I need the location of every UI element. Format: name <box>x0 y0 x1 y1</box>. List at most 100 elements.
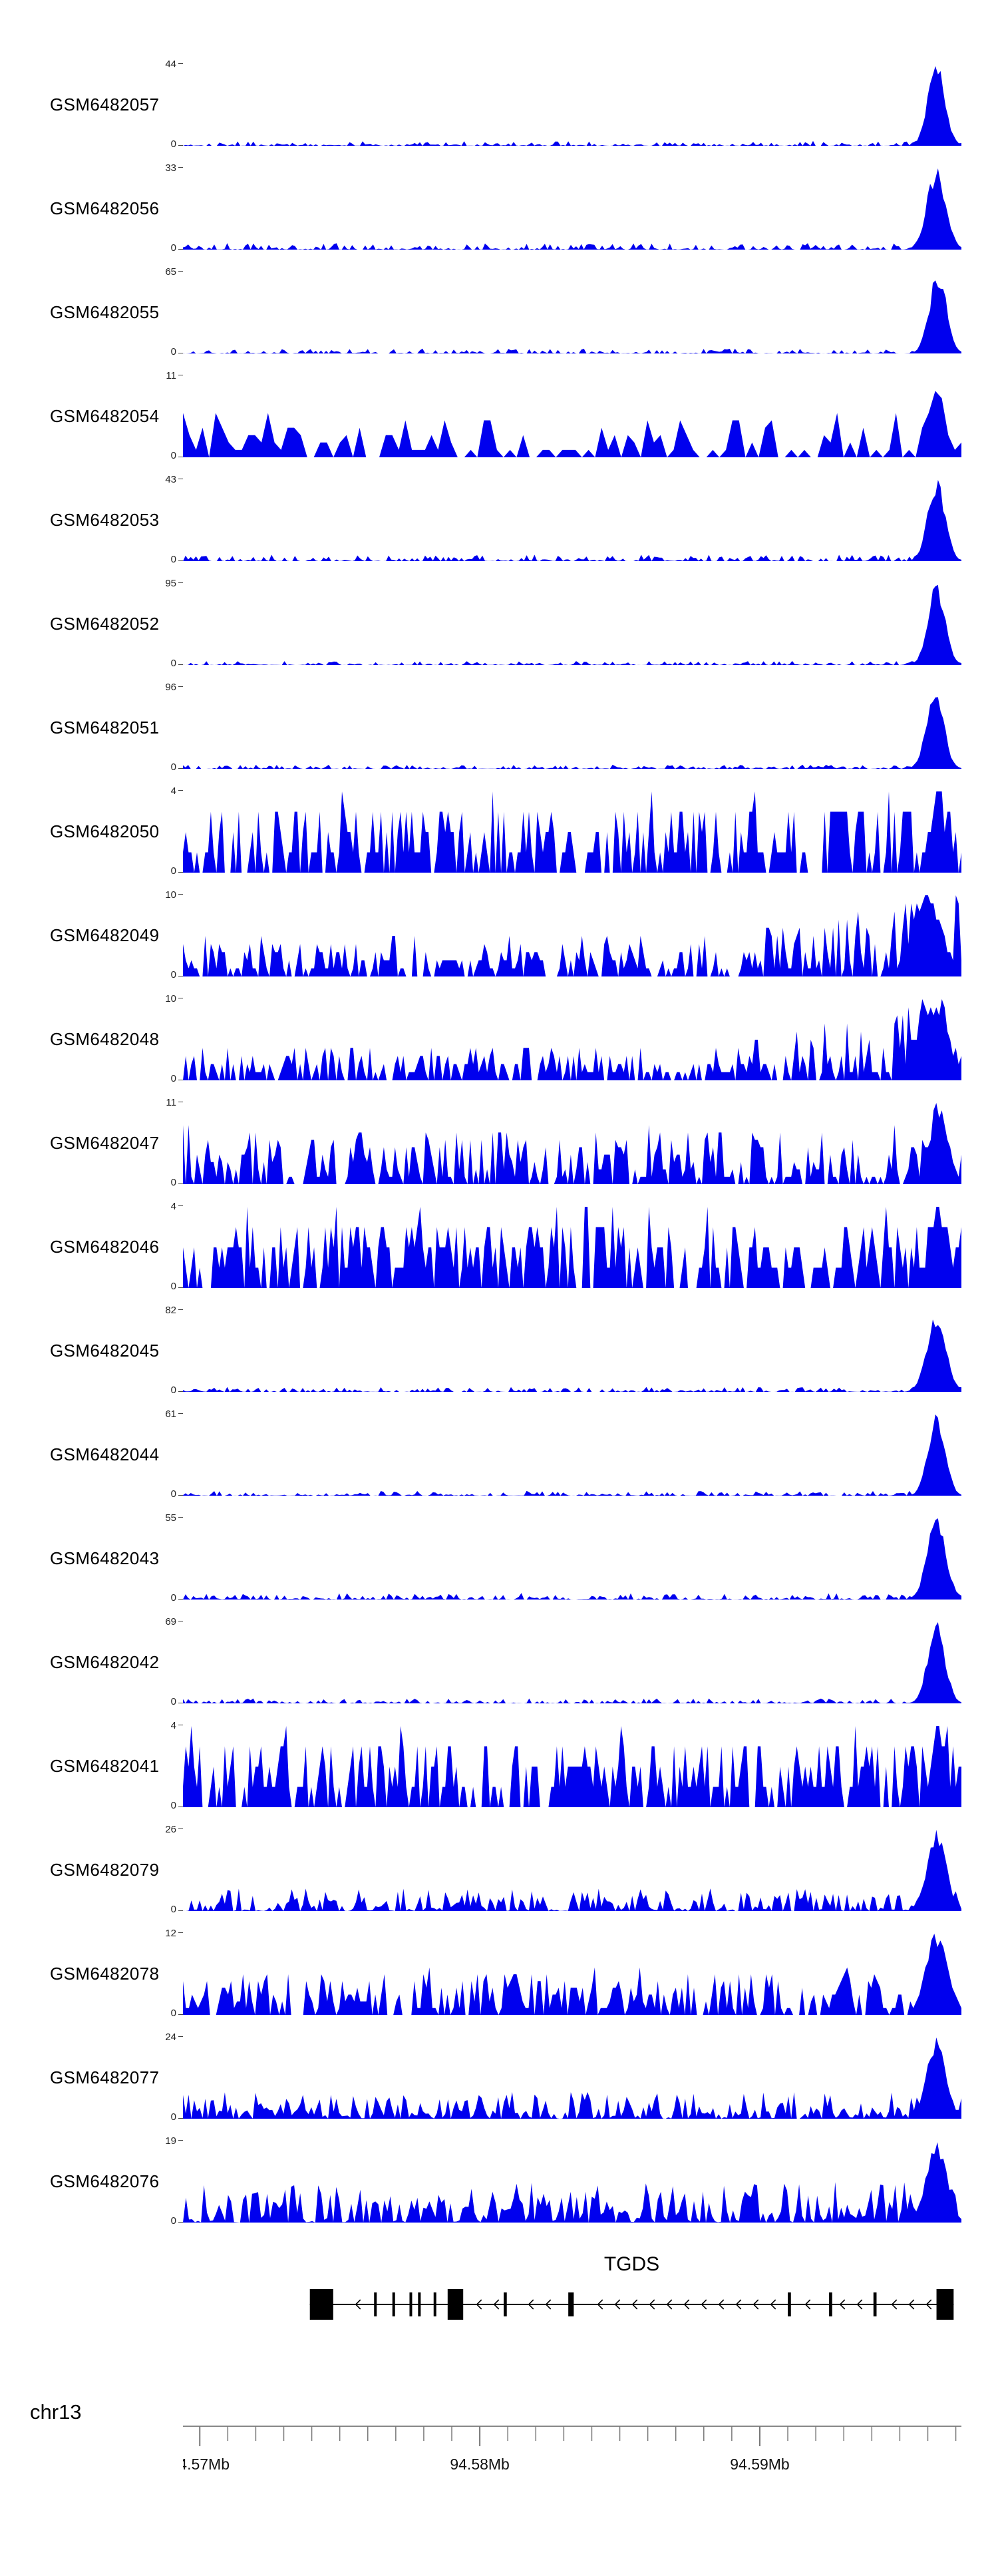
coverage-area-plot <box>183 791 961 873</box>
coverage-track-row: GSM6482079 26 0 <box>0 1825 961 1932</box>
coverage-track-row: GSM6482051 96 0 <box>0 682 961 790</box>
track-sample-label: GSM6482053 <box>50 509 160 530</box>
y-axis-zero-label: 0 <box>170 1385 176 1396</box>
coverage-signal <box>183 1622 961 1703</box>
coverage-track-row: GSM6482041 4 0 <box>0 1721 961 1828</box>
coverage-track-row: GSM6482077 24 0 <box>0 2032 961 2140</box>
coverage-chart: 11 0 <box>166 1098 961 1187</box>
track-sample-label: GSM6482078 <box>50 1963 160 1984</box>
strand-arrow-icon <box>631 2299 638 2310</box>
coverage-area-plot <box>183 1207 961 1288</box>
track-sample-label: GSM6482055 <box>50 302 160 322</box>
coverage-chart: 82 0 <box>165 1305 961 1395</box>
coverage-track-row: GSM6482054 11 0 <box>0 371 961 479</box>
y-axis-tick <box>178 1205 183 1206</box>
coverage-chart: 24 0 <box>165 2032 961 2122</box>
coverage-area-plot <box>183 1319 961 1392</box>
y-axis-max-label: 24 <box>165 2032 176 2043</box>
coverage-area-plot <box>183 1518 961 1600</box>
y-axis-zero-label: 0 <box>170 242 176 254</box>
coverage-chart: 4 0 <box>171 1721 961 1811</box>
y-axis-zero-label: 0 <box>170 865 176 877</box>
coverage-area-plot <box>183 2142 961 2223</box>
coverage-area-plot <box>183 584 961 665</box>
coverage-track-row: GSM6482053 43 0 <box>0 475 961 582</box>
coverage-chart: 69 0 <box>165 1617 961 1707</box>
exon-box <box>504 2292 507 2316</box>
exon-box <box>788 2292 791 2316</box>
y-axis-max-label: 4 <box>170 1201 176 1212</box>
y-axis-tick <box>178 145 183 146</box>
y-axis-zero-label: 0 <box>170 554 176 565</box>
y-axis-tick <box>178 872 183 873</box>
coverage-signal <box>183 2142 961 2223</box>
track-sample-label: GSM6482044 <box>50 1444 160 1464</box>
track-sample-label: GSM6482048 <box>50 1028 160 1049</box>
coverage-signal <box>183 584 961 665</box>
y-axis-zero-label: 0 <box>170 138 176 150</box>
coverage-area-plot <box>183 1414 961 1496</box>
y-axis-tick <box>178 167 183 168</box>
y-axis-tick <box>178 2014 183 2015</box>
exon-box <box>873 2292 877 2316</box>
y-axis-tick <box>178 2036 183 2037</box>
strand-arrow-icon <box>891 2299 898 2310</box>
y-axis-zero-label: 0 <box>170 761 176 773</box>
coverage-signal <box>183 1207 961 1288</box>
y-axis-zero-label: 0 <box>170 969 176 980</box>
y-axis-max-label: 96 <box>165 682 176 693</box>
coverage-track-row: GSM6482048 10 0 <box>0 994 961 1102</box>
y-axis-max-label: 69 <box>165 1616 176 1627</box>
y-axis-max-label: 43 <box>165 474 176 485</box>
y-axis-zero-label: 0 <box>170 658 176 669</box>
y-axis-max-label: 33 <box>165 162 176 174</box>
strand-arrow-icon <box>649 2299 655 2310</box>
y-axis-zero-label: 0 <box>170 1592 176 1604</box>
coverage-signal <box>183 2038 961 2119</box>
gene-track: TGDS <box>183 2253 961 2360</box>
coverage-chart: 44 0 <box>165 59 961 149</box>
y-axis-max-label: 4 <box>170 785 176 797</box>
coverage-track-row: GSM6482045 82 0 <box>0 1305 961 1413</box>
coverage-chart: 96 0 <box>165 682 961 772</box>
y-axis-max-label: 61 <box>165 1408 176 1420</box>
y-axis-tick <box>178 1932 183 1933</box>
track-sample-label: GSM6482057 <box>50 94 160 114</box>
strand-arrow-icon <box>925 2299 932 2310</box>
track-sample-label: GSM6482047 <box>50 1132 160 1153</box>
track-sample-label: GSM6482046 <box>50 1236 160 1257</box>
y-axis-tick <box>178 768 183 769</box>
coverage-signal <box>183 1414 961 1496</box>
coverage-area-plot <box>183 2038 961 2119</box>
track-sample-label: GSM6482076 <box>50 2171 160 2191</box>
y-axis-tick <box>178 790 183 791</box>
coverage-signal <box>183 697 961 769</box>
axis-tick-label: 94.57Mb <box>183 2456 230 2473</box>
strand-arrow-icon <box>493 2299 500 2310</box>
coverage-chart: 26 0 <box>165 1825 961 1914</box>
strand-arrow-icon <box>770 2299 776 2310</box>
strand-arrow-icon <box>614 2299 621 2310</box>
y-axis-tick <box>178 664 183 665</box>
strand-arrow-icon <box>355 2299 361 2310</box>
exon-box <box>568 2292 574 2316</box>
y-axis-max-label: 95 <box>165 578 176 589</box>
coverage-tracks: GSM6482057 44 0 GSM6482056 33 0 GSM64820… <box>0 59 961 2244</box>
coverage-area-plot <box>183 66 961 146</box>
exon-box <box>392 2292 395 2316</box>
coverage-track-row: GSM6482052 95 0 <box>0 578 961 686</box>
track-sample-label: GSM6482049 <box>50 925 160 945</box>
coverage-area-plot <box>183 168 961 250</box>
strand-arrow-icon <box>735 2299 742 2310</box>
track-sample-label: GSM6482041 <box>50 1755 160 1776</box>
coverage-chart: 33 0 <box>165 163 961 253</box>
strand-arrow-icon <box>804 2299 811 2310</box>
y-axis-max-label: 55 <box>165 1512 176 1524</box>
y-axis-tick <box>178 63 183 64</box>
strand-arrow-icon <box>476 2299 482 2310</box>
coverage-chart: 10 0 <box>165 994 961 1084</box>
coverage-track-row: GSM6482043 55 0 <box>0 1513 961 1621</box>
coverage-signal <box>183 1830 961 1911</box>
strand-arrow-icon <box>856 2299 863 2310</box>
